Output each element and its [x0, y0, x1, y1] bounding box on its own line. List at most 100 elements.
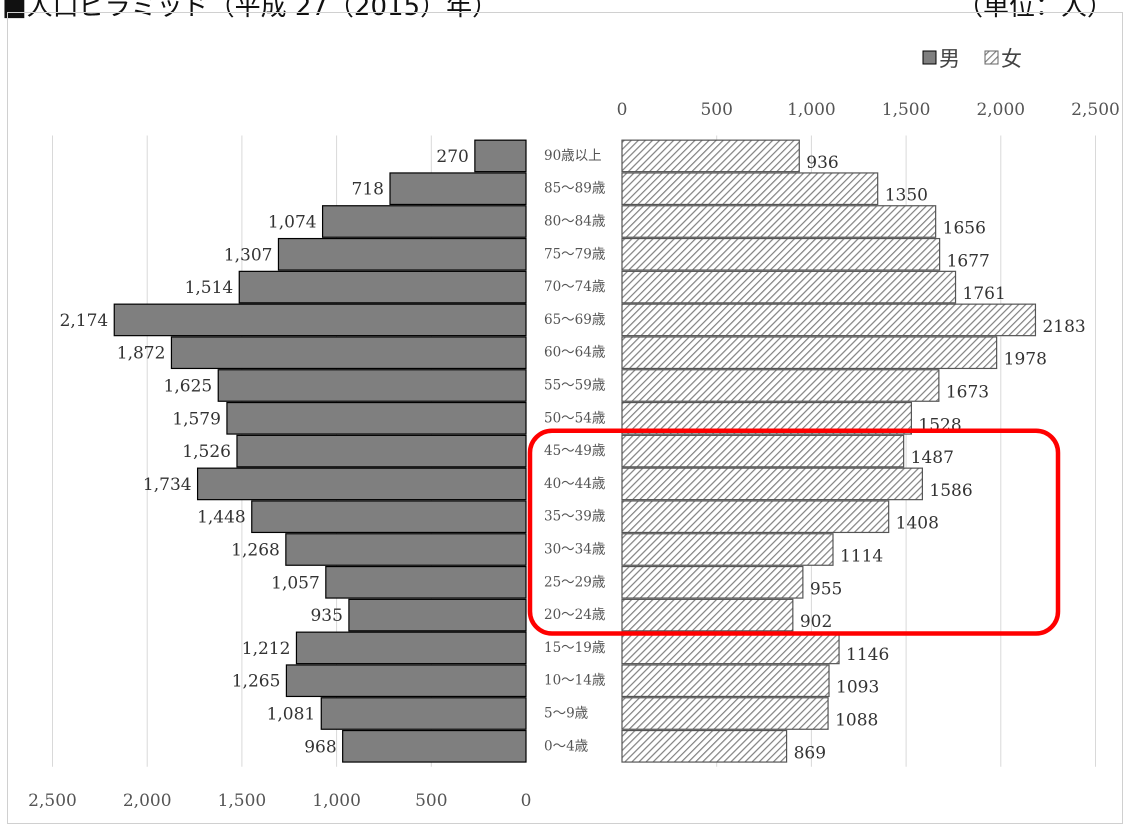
- male-value-label: 1,579: [172, 409, 221, 429]
- female-bar: [621, 172, 879, 206]
- female-value-label: 1088: [835, 711, 878, 731]
- female-bar: [621, 664, 830, 698]
- female-value-label: 1146: [846, 645, 889, 665]
- age-category-label: 0〜4歳: [544, 738, 589, 754]
- female-bar: [621, 697, 829, 730]
- female-value-label: 869: [794, 743, 826, 763]
- female-value-label: 1761: [963, 284, 1006, 304]
- female-value-label: 1114: [840, 547, 883, 567]
- age-category-label: 35〜39歳: [544, 509, 606, 525]
- male-value-label: 1,734: [143, 475, 192, 495]
- male-bar: [236, 434, 527, 468]
- male-value-label: 1,265: [232, 672, 281, 692]
- female-bar: [621, 139, 800, 173]
- female-bar: [621, 434, 905, 468]
- female-bar: [621, 598, 794, 632]
- male-value-label: 968: [304, 737, 336, 757]
- male-axis-tick: 500: [415, 791, 447, 811]
- female-value-label: 936: [806, 153, 838, 173]
- age-category-label: 20〜24歳: [544, 607, 606, 623]
- female-axis-tick: 0: [617, 100, 628, 120]
- male-bar: [170, 336, 527, 370]
- age-category-label: 90歳以上: [544, 148, 602, 164]
- legend-label-male: 男: [939, 47, 960, 71]
- male-bar: [321, 205, 527, 238]
- age-category-label: 65〜69歳: [544, 312, 606, 328]
- age-category-label: 25〜29歳: [544, 574, 606, 590]
- male-value-label: 1,081: [267, 705, 316, 725]
- male-bar: [389, 172, 527, 206]
- female-axis-tick: 2,500: [1071, 100, 1120, 120]
- chart-frame: [7, 12, 1123, 824]
- female-value-label: 1673: [946, 383, 989, 403]
- age-category-label: 85〜89歳: [544, 181, 606, 197]
- male-value-label: 1,268: [231, 541, 280, 561]
- age-category-label: 60〜64歳: [544, 345, 606, 361]
- female-axis-tick: 1,000: [787, 100, 836, 120]
- female-bar: [621, 500, 890, 534]
- age-category-label: 5〜9歳: [544, 706, 589, 722]
- male-bar: [277, 237, 527, 271]
- age-category-label: 10〜14歳: [544, 673, 606, 689]
- female-bar: [621, 467, 923, 501]
- age-category-label: 15〜19歳: [544, 640, 606, 656]
- male-bar: [226, 401, 527, 435]
- male-bar: [320, 697, 527, 730]
- male-bar: [325, 565, 527, 599]
- female-bar: [621, 270, 957, 304]
- male-value-label: 1,074: [268, 213, 317, 233]
- male-axis-tick: 2,500: [28, 791, 77, 811]
- age-category-label: 40〜44歳: [544, 476, 606, 492]
- male-bar: [474, 139, 527, 173]
- chart-title: ■人口ピラミッド（平成 27（2015）年）: [2, 0, 499, 22]
- male-value-label: 1,448: [197, 508, 246, 528]
- female-bar: [621, 336, 998, 370]
- male-bar: [285, 533, 527, 566]
- male-bar: [348, 598, 527, 632]
- legend-label-female: 女: [1001, 47, 1022, 71]
- male-value-label: 1,872: [117, 344, 166, 364]
- male-value-label: 1,514: [185, 278, 234, 298]
- male-bar: [238, 270, 527, 304]
- female-value-label: 1656: [943, 219, 986, 239]
- female-value-label: 1487: [911, 448, 954, 468]
- male-value-label: 2,174: [60, 311, 109, 331]
- labels: 2,500 2,000 1,500 1,000 500 0 0 500 1,000 1,500 2,…: [28, 100, 1120, 811]
- male-axis-tick: 0: [521, 791, 532, 811]
- female-axis-tick: 500: [700, 100, 732, 120]
- female-bar: [621, 729, 788, 763]
- female-value-label: 1408: [896, 514, 939, 534]
- female-bar: [621, 303, 1037, 337]
- female-value-label: 1677: [947, 251, 990, 271]
- male-value-label: 1,057: [271, 573, 320, 593]
- age-category-label: 50〜54歳: [544, 410, 606, 426]
- male-axis-tick: 1,500: [218, 791, 267, 811]
- female-bar: [621, 205, 937, 238]
- female-bar: [621, 565, 804, 599]
- male-bar: [342, 729, 527, 763]
- male-bar: [196, 467, 527, 501]
- female-value-label: 1093: [836, 678, 879, 698]
- female-value-label: 1586: [929, 481, 972, 501]
- age-category-label: 55〜59歳: [544, 378, 606, 394]
- female-bar: [621, 533, 834, 566]
- male-value-label: 1,212: [242, 639, 291, 659]
- male-axis-tick: 2,000: [123, 791, 172, 811]
- legend-swatch-male: [922, 50, 937, 65]
- age-category-label: 45〜49歳: [544, 443, 606, 459]
- male-bar: [285, 664, 527, 698]
- female-bar: [621, 237, 941, 271]
- female-axis-tick: 1,500: [882, 100, 931, 120]
- age-category-label: 30〜34歳: [544, 542, 606, 558]
- female-value-label: 2183: [1042, 317, 1085, 337]
- female-value-label: 1978: [1004, 350, 1047, 370]
- male-bar: [217, 369, 527, 402]
- male-value-label: 1,625: [164, 377, 213, 397]
- female-bar: [621, 631, 840, 665]
- male-value-label: 270: [436, 147, 468, 167]
- bars: [113, 139, 1037, 763]
- age-category-label: 80〜84歳: [544, 214, 606, 230]
- male-axis-tick: 1,000: [312, 791, 361, 811]
- legend-swatch-female: [984, 50, 999, 65]
